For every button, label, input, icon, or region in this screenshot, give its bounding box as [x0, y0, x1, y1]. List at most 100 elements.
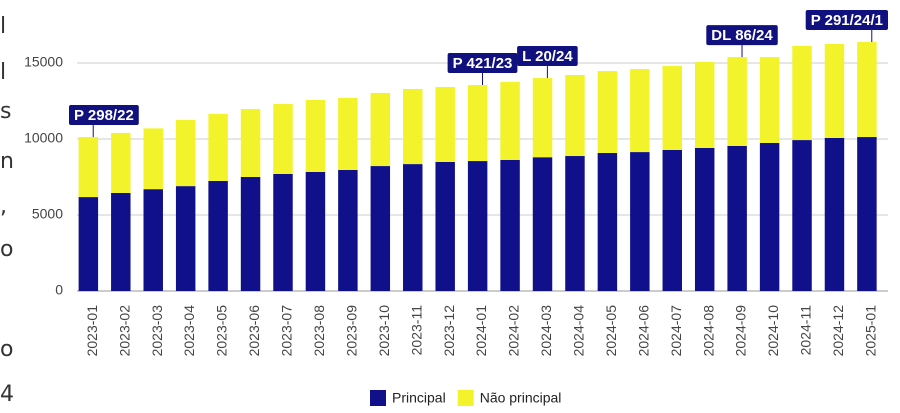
bar-segment [143, 128, 163, 190]
bar-segment [792, 140, 812, 291]
y-tick-label: 10000 [24, 130, 63, 146]
bar-segment [792, 45, 812, 141]
text-fragment: l [0, 60, 6, 85]
annotation: P 291/24/1 [805, 10, 888, 43]
x-tick-label: 2024-08 [700, 305, 716, 357]
x-tick-label: 2023-02 [116, 305, 132, 357]
text-fragment: , [0, 194, 7, 219]
y-tick-label: 0 [55, 282, 63, 298]
annotation-label: P 421/23 [453, 55, 513, 72]
legend: Principal Não principal [370, 390, 561, 406]
x-tick-label: 2024-11 [798, 305, 814, 356]
y-tick-label: 5000 [32, 206, 63, 222]
bar-segment [208, 180, 228, 291]
annotation: P 421/23 [447, 53, 518, 86]
bar-segment [111, 192, 131, 291]
bar-segment [597, 71, 618, 153]
bar-segment [240, 109, 261, 177]
bar-segment [694, 61, 715, 148]
annotation-box [69, 105, 139, 126]
x-tick-label: 2024-10 [765, 305, 781, 357]
bar-segment [727, 145, 747, 291]
bar-segment [143, 189, 163, 291]
bar-segment [824, 44, 845, 138]
bar-segment [467, 85, 488, 162]
x-tick-label: 2024-04 [571, 305, 587, 357]
bar-segment [240, 177, 261, 291]
x-tick-label: 2023-04 [181, 305, 197, 357]
annotation: P 298/22 [69, 105, 139, 138]
bar-segment [435, 161, 455, 291]
annotation-label: DL 86/24 [711, 27, 773, 44]
bar-segment [370, 166, 391, 291]
x-tick-label: 2023-12 [441, 305, 457, 357]
x-tick-label: 2023-09 [343, 305, 359, 357]
bar-segment [532, 157, 553, 291]
annotation-box [447, 53, 518, 74]
bar-segment [78, 197, 99, 291]
annotation: L 20/24 [517, 46, 578, 79]
x-tick-label: 2024-03 [538, 305, 554, 357]
x-tick-label: 2024-12 [830, 305, 846, 357]
x-tick-label: 2025-01 [862, 305, 878, 357]
bar-segment [857, 42, 877, 138]
x-tick-label: 2024-09 [733, 305, 749, 357]
bar-segment [273, 173, 293, 291]
x-tick-label: 2023-06 [246, 305, 262, 357]
bar-segment [175, 120, 196, 187]
bar-segment [338, 170, 358, 291]
legend-swatch [370, 390, 386, 406]
bar-segment [175, 186, 196, 291]
annotation-box [517, 46, 578, 67]
bar-segment [759, 57, 780, 143]
x-tick-label: 2023-11 [408, 305, 424, 356]
bar-segment [759, 142, 780, 291]
x-tick-label: 2023-01 [84, 305, 100, 357]
bar-segment [662, 149, 683, 291]
annotation-box [805, 10, 888, 31]
legend-swatch [457, 390, 474, 406]
bar-segment [208, 113, 228, 181]
bar-segment [662, 66, 683, 150]
x-tick-label: 2024-02 [506, 305, 522, 357]
bar-segment [565, 75, 585, 157]
bar-segment [78, 137, 99, 198]
annotation-box [706, 25, 778, 46]
bar-segment [500, 82, 520, 160]
text-fragment: n [0, 149, 14, 174]
x-tick-label: 2024-05 [603, 305, 619, 357]
bar-segment [273, 104, 293, 174]
bar-segment [435, 87, 455, 162]
annotation: DL 86/24 [706, 25, 778, 58]
text-fragment: o [0, 237, 13, 262]
x-tick-label: 2023-07 [279, 305, 295, 357]
x-tick-label: 2023-10 [376, 305, 392, 357]
legend-label: Principal [392, 390, 446, 406]
text-fragment: l [0, 14, 6, 39]
x-tick-label: 2023-03 [149, 305, 165, 357]
annotation-label: L 20/24 [522, 48, 573, 65]
x-tick-label: 2023-05 [214, 305, 230, 357]
text-fragment: 4 [0, 382, 14, 407]
bar-segment [500, 159, 520, 291]
bar-segment [597, 152, 618, 291]
bar-segment [305, 99, 326, 172]
text-fragment: s [0, 99, 11, 124]
annotation-label: P 298/22 [74, 107, 134, 124]
bar-segment [305, 171, 326, 291]
bar-segment [467, 161, 488, 291]
x-tick-label: 2024-01 [473, 305, 489, 357]
x-tick-label: 2024-06 [635, 305, 651, 357]
bar-segment [630, 152, 650, 291]
bar-segment [694, 147, 715, 291]
bar-segment [403, 88, 423, 165]
bar-segment [338, 97, 358, 171]
bar-segment [727, 57, 747, 146]
text-fragment: o [0, 337, 13, 362]
bar-segment [370, 92, 391, 167]
bar-segment [857, 137, 877, 291]
bar-segment [403, 164, 423, 291]
bar-segment [630, 69, 650, 153]
bar-segment [532, 78, 553, 158]
